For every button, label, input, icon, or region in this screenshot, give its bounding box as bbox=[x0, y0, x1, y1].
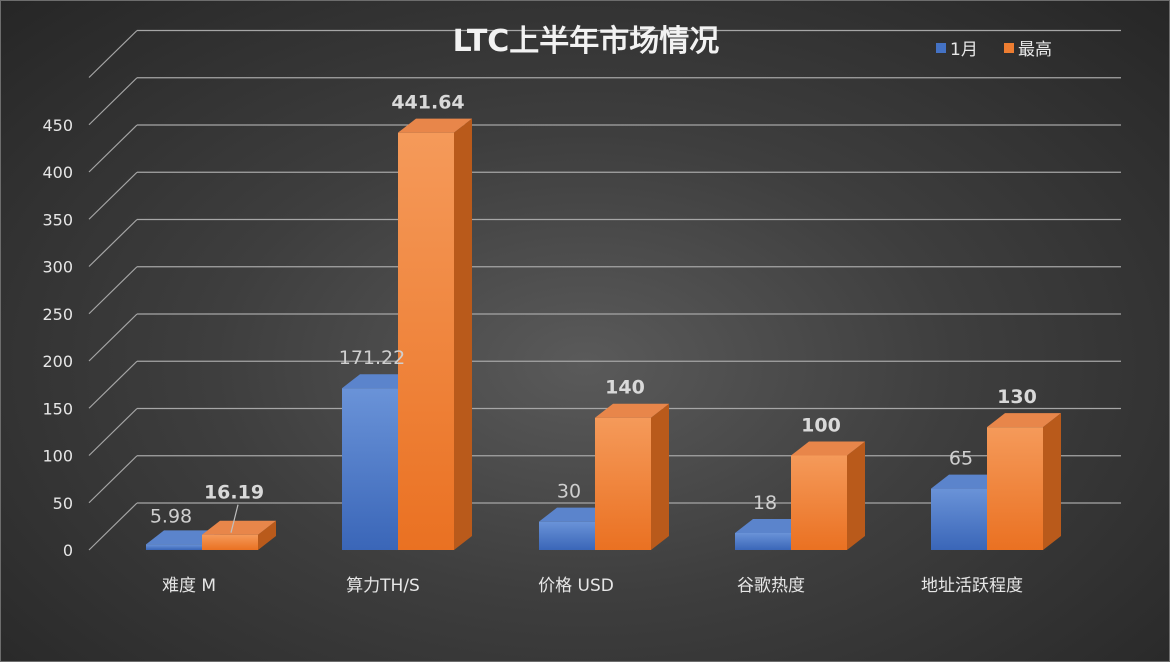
data-label-max: 441.64 bbox=[391, 92, 464, 114]
bar-jan bbox=[146, 544, 202, 550]
y-tick-label: 200 bbox=[42, 352, 73, 371]
x-tick-label: 价格 USD bbox=[538, 576, 614, 596]
gridline-diag bbox=[88, 502, 138, 551]
bar-top bbox=[987, 413, 1061, 428]
legend-label-max: 最高 bbox=[1018, 40, 1052, 60]
gridline-diag bbox=[88, 360, 138, 409]
bar-side bbox=[847, 441, 865, 550]
data-label-max: 130 bbox=[997, 386, 1037, 408]
y-tick-label: 300 bbox=[42, 258, 73, 277]
bar-max bbox=[595, 417, 651, 550]
x-tick-label: 难度 M bbox=[162, 576, 216, 596]
bar-top bbox=[539, 507, 613, 522]
y-tick-label: 50 bbox=[53, 494, 73, 513]
bar-jan bbox=[342, 388, 398, 550]
data-label-max: 140 bbox=[605, 377, 645, 399]
leader-line bbox=[230, 504, 239, 533]
gridline-diag bbox=[88, 266, 138, 315]
bar-top bbox=[595, 403, 669, 418]
x-tick-label: 算力TH/S bbox=[346, 576, 420, 596]
gridline-diag bbox=[88, 219, 138, 267]
data-label-jan: 5.98 bbox=[150, 505, 192, 527]
gridline-diag bbox=[88, 124, 138, 173]
y-tick-label: 450 bbox=[42, 116, 73, 135]
x-axis-ticks: 难度 M 算力TH/S 价格 USD 谷歌热度 地址活跃程度 bbox=[162, 576, 1023, 596]
x-tick-label: 谷歌热度 bbox=[737, 576, 805, 596]
legend-swatch-max bbox=[1004, 43, 1014, 53]
gridline-diag bbox=[88, 313, 138, 362]
y-tick-label: 250 bbox=[42, 305, 73, 324]
legend-swatch-jan bbox=[936, 43, 946, 53]
y-axis-ticks: 0 50 100 150 200 250 300 350 400 450 bbox=[42, 116, 73, 560]
bar-jan bbox=[931, 488, 987, 550]
y-tick-label: 400 bbox=[42, 163, 73, 182]
bars bbox=[146, 118, 1061, 550]
y-tick-label: 100 bbox=[42, 447, 73, 466]
bar-top bbox=[735, 518, 809, 533]
bar-top bbox=[931, 474, 1005, 489]
data-label-max: 100 bbox=[801, 415, 841, 437]
data-label-jan: 171.22 bbox=[339, 347, 405, 369]
bar-max bbox=[202, 534, 258, 550]
bar-max bbox=[791, 455, 847, 550]
bar-top bbox=[791, 441, 865, 456]
gridline-diag bbox=[88, 455, 138, 504]
data-label-jan: 30 bbox=[557, 481, 581, 503]
bar-top bbox=[342, 374, 416, 389]
bar-side bbox=[651, 403, 669, 550]
bar-jan bbox=[539, 521, 595, 550]
bar-top bbox=[398, 118, 472, 133]
y-tick-label: 0 bbox=[63, 541, 73, 560]
data-label-jan: 65 bbox=[949, 448, 973, 470]
gridline-diag bbox=[88, 408, 138, 456]
y-tick-label: 150 bbox=[42, 399, 73, 418]
gridline-diag bbox=[88, 171, 138, 220]
bar-side bbox=[454, 118, 472, 550]
gridline-diag bbox=[88, 30, 138, 78]
legend-label-jan: 1月 bbox=[950, 40, 978, 60]
bar-max bbox=[987, 427, 1043, 550]
data-label-jan: 18 bbox=[753, 492, 777, 514]
bar-max bbox=[398, 132, 454, 550]
gridline-diag bbox=[88, 77, 138, 126]
legend: 1月 最高 bbox=[936, 40, 1052, 60]
x-tick-label: 地址活跃程度 bbox=[921, 576, 1023, 596]
bar-side bbox=[258, 520, 276, 550]
bar-top bbox=[146, 530, 220, 545]
bar-jan bbox=[735, 532, 791, 550]
y-tick-label: 350 bbox=[42, 210, 73, 229]
bar-side bbox=[1043, 413, 1061, 550]
chart-title: LTC上半年市场情况 bbox=[453, 24, 720, 59]
data-labels: 5.98 171.22 30 18 65 16.19 441.64 140 100 130 bbox=[150, 92, 1037, 533]
bar-top bbox=[202, 520, 276, 535]
data-label-max: 16.19 bbox=[204, 482, 264, 504]
